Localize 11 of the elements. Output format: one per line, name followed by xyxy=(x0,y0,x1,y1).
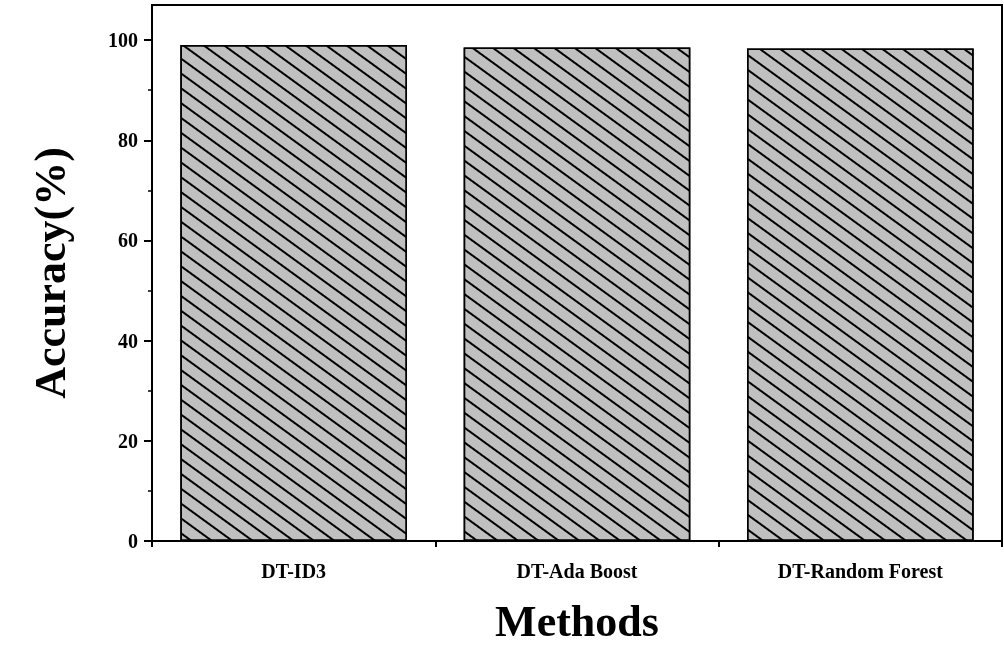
y-tick-label: 40 xyxy=(118,329,138,352)
y-tick-label: 100 xyxy=(108,29,138,52)
y-tick-label: 20 xyxy=(118,429,138,452)
x-tick-label: DT-Random Forest xyxy=(777,560,944,582)
y-axis-title: Accuracy(%) xyxy=(25,147,75,399)
y-tick-label: 0 xyxy=(128,530,138,552)
x-tick-label: DT-Ada Boost xyxy=(516,560,638,582)
x-axis-title: Methods xyxy=(495,596,659,646)
y-tick-label: 60 xyxy=(118,229,138,252)
y-tick-label: 80 xyxy=(118,129,138,152)
x-tick-label: DT-ID3 xyxy=(261,560,327,582)
